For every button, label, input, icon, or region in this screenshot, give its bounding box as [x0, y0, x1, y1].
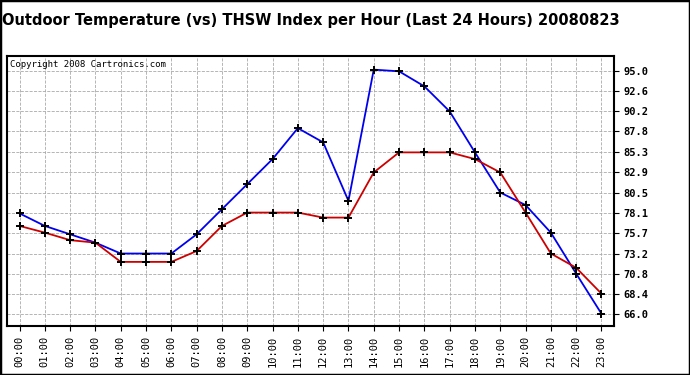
- Text: Copyright 2008 Cartronics.com: Copyright 2008 Cartronics.com: [10, 60, 166, 69]
- Text: Outdoor Temperature (vs) THSW Index per Hour (Last 24 Hours) 20080823: Outdoor Temperature (vs) THSW Index per …: [1, 13, 620, 28]
